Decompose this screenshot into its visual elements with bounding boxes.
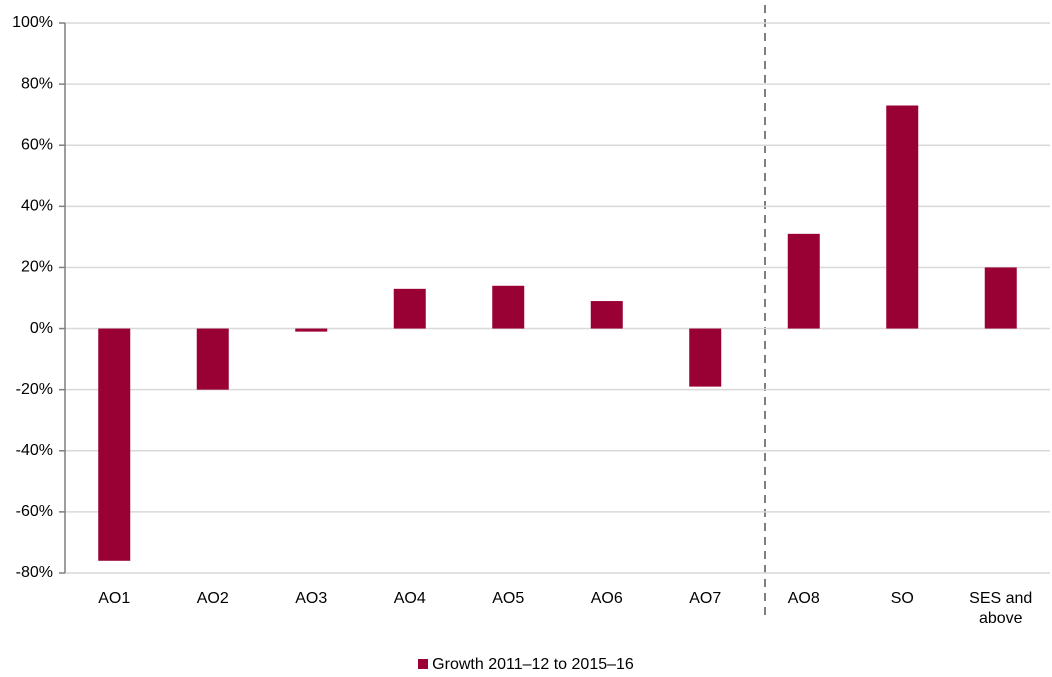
y-tick-label: -80% — [16, 564, 53, 581]
bar — [393, 288, 426, 329]
y-tick-label: 20% — [21, 259, 53, 276]
legend-label: Growth 2011–12 to 2015–16 — [432, 656, 634, 673]
x-tick-label: SES and above — [969, 590, 1033, 627]
bar — [98, 328, 131, 561]
bar — [787, 233, 820, 329]
y-tick-label: -60% — [16, 503, 53, 520]
y-tick-label: 100% — [12, 14, 53, 31]
bar — [492, 285, 525, 329]
x-tick-label: AO8 — [787, 590, 820, 607]
x-tick-label: AO6 — [590, 590, 623, 607]
legend-swatch — [418, 659, 429, 669]
x-tick-label: AO5 — [492, 590, 525, 607]
x-tick-label: AO7 — [689, 590, 722, 607]
bar — [295, 328, 328, 332]
y-tick-label: -20% — [16, 381, 53, 398]
bar — [984, 267, 1017, 329]
x-tick-label: AO1 — [98, 590, 131, 607]
y-tick-label: 0% — [30, 320, 53, 337]
bar — [689, 328, 722, 387]
bar — [590, 301, 623, 329]
x-tick-label: SO — [890, 590, 914, 607]
x-tick-label: AO4 — [393, 590, 426, 607]
bar — [196, 328, 229, 390]
bar — [886, 105, 919, 329]
y-tick-label: 40% — [21, 198, 53, 215]
y-tick-label: 80% — [21, 75, 53, 92]
y-tick-label: 60% — [21, 136, 53, 153]
legend: Growth 2011–12 to 2015–16 — [0, 655, 1052, 675]
y-tick-label: -40% — [16, 442, 53, 459]
x-tick-label: AO3 — [295, 590, 328, 607]
x-tick-label: AO2 — [196, 590, 229, 607]
